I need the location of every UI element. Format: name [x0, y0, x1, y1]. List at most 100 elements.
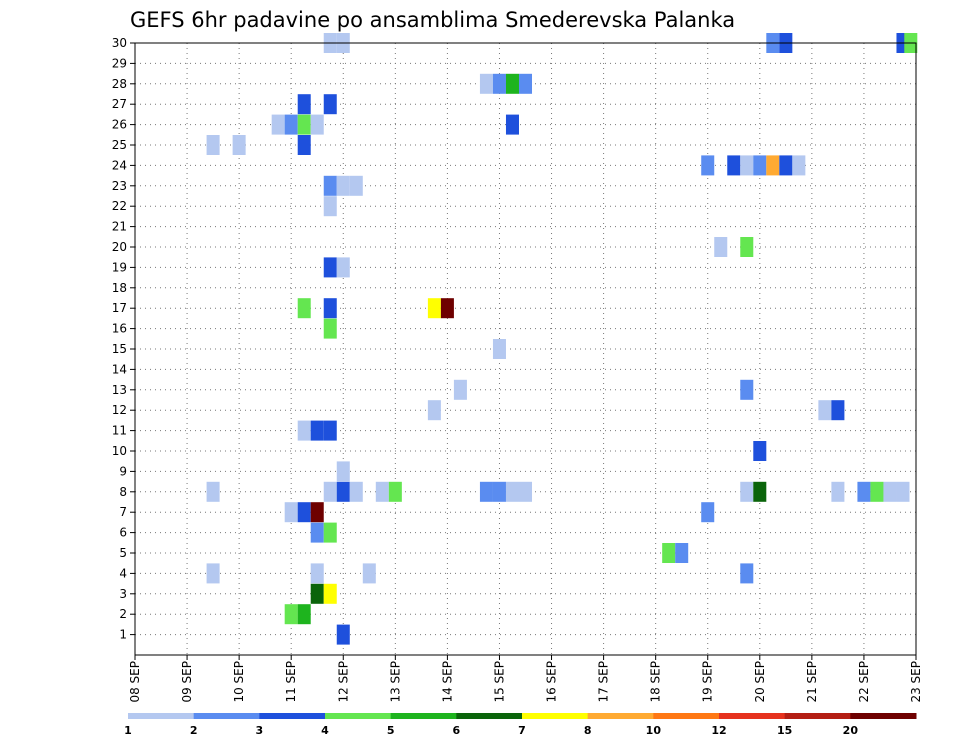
precip-cell — [271, 114, 285, 135]
precip-cell — [831, 400, 845, 421]
y-tick-label: 20 — [112, 240, 127, 254]
precip-cell — [727, 155, 741, 176]
colorbar-label: 1 — [124, 724, 132, 737]
precip-cell — [323, 522, 337, 543]
x-tick-label: 11 SEP — [284, 661, 298, 703]
y-tick-label: 4 — [119, 566, 127, 580]
precip-cell — [206, 481, 220, 502]
colorbar-swatch — [587, 713, 654, 719]
y-tick-label: 15 — [112, 342, 127, 356]
y-tick-label: 17 — [112, 301, 127, 315]
precip-cell — [857, 481, 871, 502]
precip-cell — [310, 563, 324, 584]
precip-cell — [701, 155, 715, 176]
x-tick-label: 17 SEP — [597, 661, 611, 703]
colorbar-label: 2 — [190, 724, 198, 737]
x-tick-label: 16 SEP — [545, 661, 559, 703]
y-tick-label: 16 — [112, 322, 127, 336]
data-cells — [206, 33, 918, 645]
y-tick-label: 6 — [119, 526, 127, 540]
precip-cell — [388, 481, 402, 502]
precip-cell — [297, 604, 311, 625]
precip-cell — [479, 73, 493, 94]
precip-cell — [297, 94, 311, 115]
precip-cell — [492, 73, 506, 94]
colorbar-swatch — [522, 713, 589, 719]
precip-cell — [323, 298, 337, 319]
precip-cell — [818, 400, 832, 421]
precip-cell — [349, 175, 363, 196]
y-tick-label: 23 — [112, 179, 127, 193]
colorbar-swatch — [193, 713, 260, 719]
colorbar-label: 3 — [256, 724, 264, 737]
precip-cell — [427, 400, 441, 421]
y-tick-label: 12 — [112, 403, 127, 417]
precip-cell — [336, 175, 350, 196]
precip-cell — [336, 481, 350, 502]
precip-cell — [323, 257, 337, 278]
precip-cell — [323, 481, 337, 502]
precip-cell — [310, 114, 324, 135]
y-tick-label: 22 — [112, 199, 127, 213]
colorbar-label: 5 — [387, 724, 395, 737]
precip-cell — [297, 298, 311, 319]
precip-cell — [740, 237, 754, 257]
precip-cell — [310, 522, 324, 543]
precip-cell — [701, 502, 715, 523]
colorbar-swatch — [850, 713, 917, 719]
y-tick-label: 28 — [112, 77, 127, 91]
colorbar-swatch — [653, 713, 720, 719]
y-tick-label: 26 — [112, 118, 127, 132]
precip-cell — [297, 420, 311, 441]
precip-cell — [297, 135, 311, 155]
precip-cell — [336, 461, 350, 482]
precip-cell — [505, 481, 519, 502]
precip-cell — [831, 481, 845, 502]
precip-cell — [740, 155, 754, 176]
colorbar-swatch — [456, 713, 523, 719]
x-tick-label: 12 SEP — [336, 661, 350, 703]
precip-cell — [714, 237, 728, 257]
precip-cell — [492, 339, 506, 359]
precip-cell — [518, 481, 533, 502]
precip-cell — [310, 583, 324, 604]
y-tick-label: 7 — [119, 505, 127, 519]
precip-cell — [518, 73, 533, 94]
x-tick-label: 23 SEP — [909, 661, 923, 703]
colorbar-label: 12 — [711, 724, 726, 737]
y-tick-label: 30 — [112, 36, 127, 50]
y-tick-label: 13 — [112, 383, 127, 397]
precip-cell — [297, 114, 311, 135]
colorbar-swatch — [259, 713, 326, 719]
precip-cell — [336, 257, 350, 278]
y-axis: 1234567891011121314151617181920212223242… — [112, 36, 135, 642]
colorbar-swatch — [325, 713, 392, 719]
precip-cell — [206, 135, 220, 155]
precip-cell — [896, 481, 910, 502]
x-tick-label: 08 SEP — [128, 661, 142, 703]
precip-cell — [323, 94, 337, 115]
x-tick-label: 09 SEP — [180, 661, 194, 703]
precip-cell — [323, 318, 337, 339]
precip-cell — [323, 583, 337, 604]
precip-cell — [310, 420, 324, 441]
precip-cell — [662, 543, 676, 563]
colorbar-label: 8 — [584, 724, 592, 737]
y-tick-label: 1 — [119, 628, 127, 642]
precip-cell — [323, 420, 337, 441]
precip-cell — [753, 155, 767, 176]
precip-cell — [323, 196, 337, 217]
precip-cell — [870, 481, 884, 502]
precip-cell — [492, 481, 506, 502]
precip-cell — [440, 298, 454, 319]
x-tick-label: 21 SEP — [805, 661, 819, 703]
precip-cell — [453, 379, 467, 400]
precip-cell — [375, 481, 389, 502]
y-tick-label: 10 — [112, 444, 127, 458]
colorbar-swatch — [128, 713, 195, 719]
x-tick-label: 22 SEP — [857, 661, 871, 703]
precip-cell — [284, 604, 298, 625]
colorbar-label: 20 — [843, 724, 859, 737]
precip-cell — [883, 481, 897, 502]
precip-cell — [740, 563, 754, 584]
